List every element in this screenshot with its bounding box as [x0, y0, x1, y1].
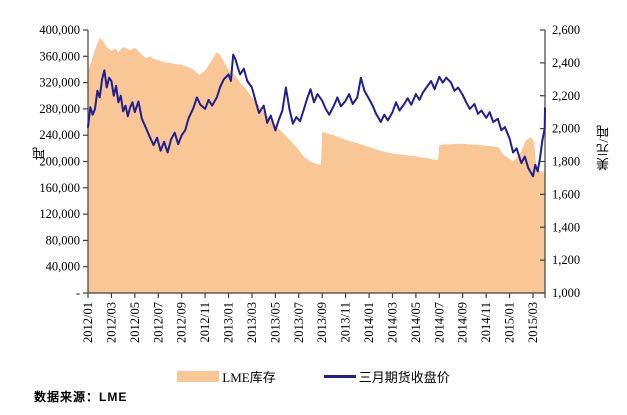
- x-axis-tick-label: 2013/11: [339, 302, 353, 343]
- x-axis-tick-label: 2013/03: [245, 302, 259, 343]
- price-line-series: [87, 53, 546, 178]
- area-swatch-icon: [177, 371, 220, 382]
- x-axis-tick-label: 2014/09: [456, 302, 470, 343]
- legend-item-inventory: LME库存: [177, 367, 276, 386]
- left-axis-tick-label: 160,000: [39, 181, 80, 195]
- x-axis-tick-label: 2013/05: [268, 302, 282, 343]
- left-axis-tick-label: 320,000: [39, 76, 80, 90]
- right-axis-tick-label: 1,800: [552, 155, 580, 169]
- x-axis-tick-label: 2015/03: [526, 302, 540, 343]
- x-axis-tick-label: 2014/11: [479, 302, 493, 343]
- legend: LME库存 三月期货收盘价: [0, 367, 627, 386]
- x-axis-tick-label: 2012/07: [151, 302, 165, 343]
- right-axis-tick-label: 2,400: [552, 56, 580, 70]
- x-axis-tick-label: 2013/09: [315, 302, 329, 343]
- left-axis-tick-label: 40,000: [46, 260, 80, 274]
- line-swatch-icon: [323, 375, 356, 378]
- legend-label-inventory: LME库存: [222, 370, 276, 385]
- right-axis-tick-label: 1,600: [552, 187, 580, 201]
- x-axis-tick-label: 2012/01: [81, 302, 95, 343]
- left-axis-title: 吨: [32, 146, 47, 160]
- right-axis-tick-label: 1,200: [552, 253, 580, 267]
- x-axis-tick-label: 2013/01: [222, 302, 236, 343]
- left-axis-tick-label: 280,000: [39, 102, 80, 116]
- left-axis-tick-label: 120,000: [39, 207, 80, 221]
- x-axis-tick-label: 2012/11: [198, 302, 212, 343]
- x-axis-tick-label: 2014/01: [362, 302, 376, 343]
- x-axis-tick-label: 2014/05: [409, 302, 423, 343]
- x-axis-tick-label: 2013/07: [292, 302, 306, 343]
- inventory-area-series: [88, 37, 545, 294]
- x-axis-tick-label: 2012/03: [104, 302, 118, 343]
- legend-item-price: 三月期货收盘价: [323, 367, 450, 386]
- left-axis-tick-label: 240,000: [39, 128, 80, 142]
- left-axis-tick-label: 360,000: [39, 49, 80, 63]
- legend-label-price: 三月期货收盘价: [358, 370, 450, 385]
- right-axis-tick-label: 2,600: [552, 23, 580, 37]
- left-axis-tick-label: 200,000: [39, 155, 80, 169]
- x-axis-tick-label: 2012/05: [128, 302, 142, 343]
- left-axis-tick-label: -: [76, 286, 80, 300]
- right-axis-title: 美元/吨: [596, 124, 611, 171]
- x-axis-tick-label: 2014/03: [385, 302, 399, 343]
- left-axis-tick-label: 400,000: [39, 23, 80, 37]
- x-axis-tick-label: 2014/07: [432, 302, 446, 343]
- right-axis-tick-label: 1,000: [552, 286, 580, 300]
- right-axis-tick-label: 2,200: [552, 89, 580, 103]
- left-axis-tick-label: 80,000: [46, 233, 80, 247]
- x-axis-tick-label: 2012/09: [175, 302, 189, 343]
- x-axis-tick-label: 2015/01: [503, 302, 517, 343]
- right-axis-tick-label: 1,400: [552, 220, 580, 234]
- right-axis-tick-label: 2,000: [552, 122, 580, 136]
- data-source-note: 数据来源：LME: [34, 390, 128, 404]
